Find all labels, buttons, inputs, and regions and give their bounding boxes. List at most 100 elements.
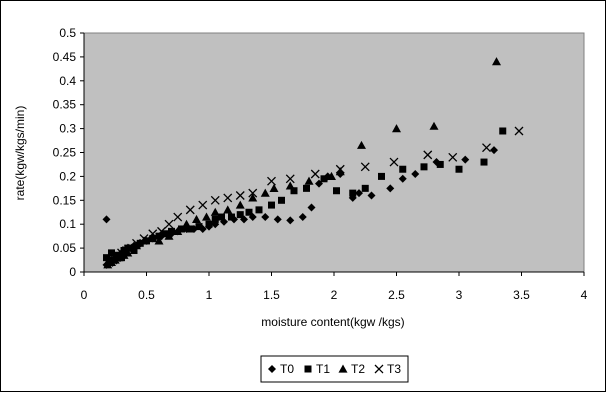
t1-point	[236, 211, 244, 219]
t3-point	[164, 219, 174, 229]
t3-point	[360, 162, 370, 172]
t3-point	[122, 246, 131, 255]
t1-point	[436, 160, 444, 168]
t3-point	[210, 195, 220, 205]
legend-label-t3: T3	[387, 362, 401, 376]
x-tick-label: 3	[456, 288, 463, 302]
t0-point	[398, 174, 407, 183]
t3-point	[157, 226, 166, 236]
t1-point	[480, 158, 488, 166]
t1-point	[178, 225, 185, 233]
t1-point	[103, 254, 110, 262]
t1-point	[278, 196, 285, 204]
t1-point	[349, 189, 357, 197]
t2-point	[223, 205, 233, 214]
t2-point	[202, 212, 211, 221]
t3-point	[335, 164, 345, 174]
series-t3	[104, 126, 524, 267]
t3-point	[248, 188, 258, 198]
t3-point	[448, 152, 458, 162]
t3-point	[148, 229, 158, 239]
t1-point	[320, 175, 328, 183]
x-tick-label: 0.5	[138, 288, 155, 302]
t3-point	[389, 157, 399, 167]
x-axis-label: moisture content(kgw /kgs)	[261, 315, 404, 329]
t2-point	[182, 219, 191, 228]
t0-point	[386, 184, 395, 193]
t2-point	[335, 167, 345, 176]
t1-point	[361, 184, 369, 192]
y-tick-label: 0	[69, 265, 76, 279]
legend-label-t1: T1	[316, 362, 330, 376]
t1-point	[124, 244, 132, 252]
x-axis-ticks: 0 0.5 1 1.5 2 2.5 3 3.5 4	[81, 271, 588, 302]
t1-point	[245, 208, 253, 216]
legend-label-t0: T0	[280, 362, 294, 376]
y-tick-label: 0.05	[53, 241, 77, 255]
t1-point	[290, 187, 298, 195]
data-points	[102, 57, 524, 269]
y-axis-label: rate(kgw/kgs/min)	[13, 106, 27, 201]
x-tick-label: 3.5	[513, 288, 530, 302]
t2-point	[392, 124, 401, 133]
t3-point	[310, 169, 320, 179]
t2-point	[269, 183, 279, 192]
t1-point	[499, 127, 507, 135]
legend-label-t2: T2	[351, 362, 365, 376]
t2-point	[173, 226, 183, 235]
legend: T0 T1 T2 T3	[260, 355, 409, 383]
t1-point	[333, 187, 340, 195]
t1-point	[155, 232, 163, 240]
t3-point	[267, 176, 276, 186]
t1-point	[378, 172, 385, 180]
t1-point	[168, 227, 175, 235]
t0-point	[490, 146, 498, 155]
t2-point	[260, 188, 270, 197]
t1-point	[303, 184, 310, 192]
x-tick-label: 1.5	[263, 288, 280, 302]
t3-point	[185, 205, 195, 215]
t1-point	[268, 201, 275, 209]
t0-point	[298, 213, 307, 222]
t2-point	[304, 176, 314, 185]
legend-marker-t2	[338, 364, 348, 373]
t0-point	[273, 215, 282, 224]
t2-point	[492, 57, 501, 66]
t2-point	[327, 171, 336, 180]
t0-point	[261, 213, 270, 222]
legend-marker-t1	[304, 365, 312, 373]
t2-point	[132, 241, 141, 250]
t1-point	[195, 223, 203, 231]
t3-point	[117, 248, 126, 258]
t1-point	[455, 165, 463, 173]
t3-point	[132, 238, 141, 248]
t3-point	[514, 126, 524, 136]
t3-point	[139, 234, 149, 243]
t1-point	[399, 165, 407, 173]
y-tick-label: 0.3	[59, 122, 76, 136]
t1-point	[255, 206, 263, 214]
y-tick-label: 0.4	[59, 74, 76, 88]
t1-point	[108, 249, 115, 257]
t0-point	[367, 191, 376, 200]
t3-point	[285, 174, 295, 184]
t0-point	[461, 155, 470, 164]
t1-point	[211, 215, 219, 223]
t2-point	[235, 200, 245, 209]
t2-point	[248, 193, 258, 202]
t0-point	[102, 215, 111, 224]
y-tick-label: 0.35	[53, 98, 77, 112]
t2-point	[357, 140, 366, 149]
legend-marker-t0	[268, 365, 276, 373]
x-tick-label: 0	[81, 288, 88, 302]
t2-point	[285, 181, 295, 190]
t2-point	[139, 236, 149, 245]
y-tick-label: 0.1	[59, 217, 76, 231]
t1-point	[218, 213, 225, 221]
t1-point	[205, 220, 213, 228]
x-tick-label: 4	[581, 288, 588, 302]
y-tick-label: 0.45	[53, 50, 77, 64]
t3-point	[482, 143, 491, 153]
